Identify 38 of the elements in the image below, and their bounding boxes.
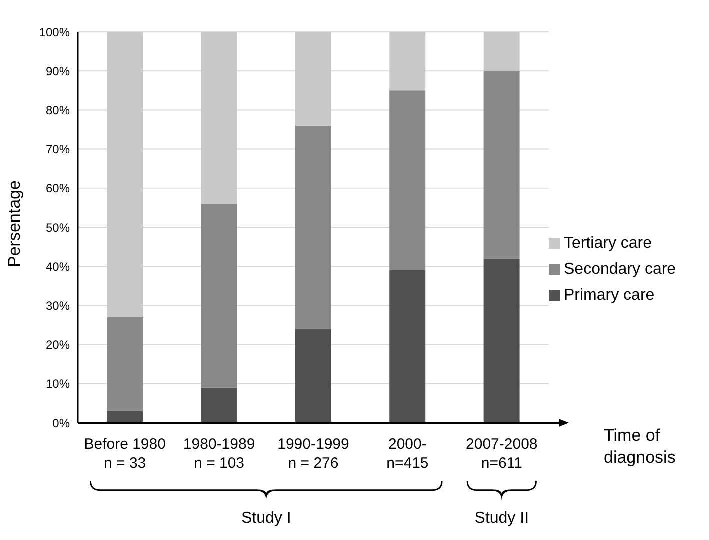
bar: [107, 317, 143, 412]
text: Study II: [474, 510, 530, 527]
y-tick-label: 60%: [46, 182, 70, 196]
legend-label: Tertiary care: [564, 235, 652, 252]
bar: [201, 388, 238, 423]
y-tick-label: 90%: [46, 64, 70, 78]
text: Study I: [241, 510, 292, 527]
bar: [107, 411, 143, 423]
legend-label: Secondary care: [564, 261, 676, 278]
bar: [484, 258, 520, 423]
bar: [390, 90, 426, 271]
bar: [295, 32, 332, 126]
y-tick-label: 80%: [46, 103, 70, 118]
y-axis-title: Persentage: [5, 180, 24, 268]
x-axis-title: Time of diagnosis: [604, 426, 676, 467]
y-tick-label: 10%: [46, 377, 70, 392]
x-tick-label: 1990-1999 n = 276: [278, 436, 350, 472]
y-tick-label: 0%: [52, 416, 70, 430]
bar: [484, 32, 520, 72]
bar: [295, 329, 332, 423]
x-tick-label: 2007-2008 n=611: [466, 436, 538, 472]
x-tick-label: 2000- n=415: [386, 436, 429, 472]
bar: [390, 270, 426, 423]
x-tick-label: Before 1980 n = 33: [84, 436, 166, 472]
bar: [201, 32, 238, 204]
bar: [107, 32, 143, 318]
bar: [390, 32, 426, 91]
x-tick-label: 1980-1989 n = 103: [183, 436, 256, 472]
y-tick-label: 30%: [46, 298, 70, 313]
y-tick-label: 40%: [46, 260, 70, 274]
bar: [295, 126, 332, 330]
y-tick-label: 20%: [46, 338, 70, 352]
y-tick-label: 50%: [46, 220, 70, 235]
legend-label: Primary care: [564, 287, 655, 304]
bar: [484, 71, 520, 259]
y-tick-label: 100%: [39, 25, 70, 40]
bar: [201, 204, 238, 388]
y-tick-label: 70%: [46, 142, 70, 157]
